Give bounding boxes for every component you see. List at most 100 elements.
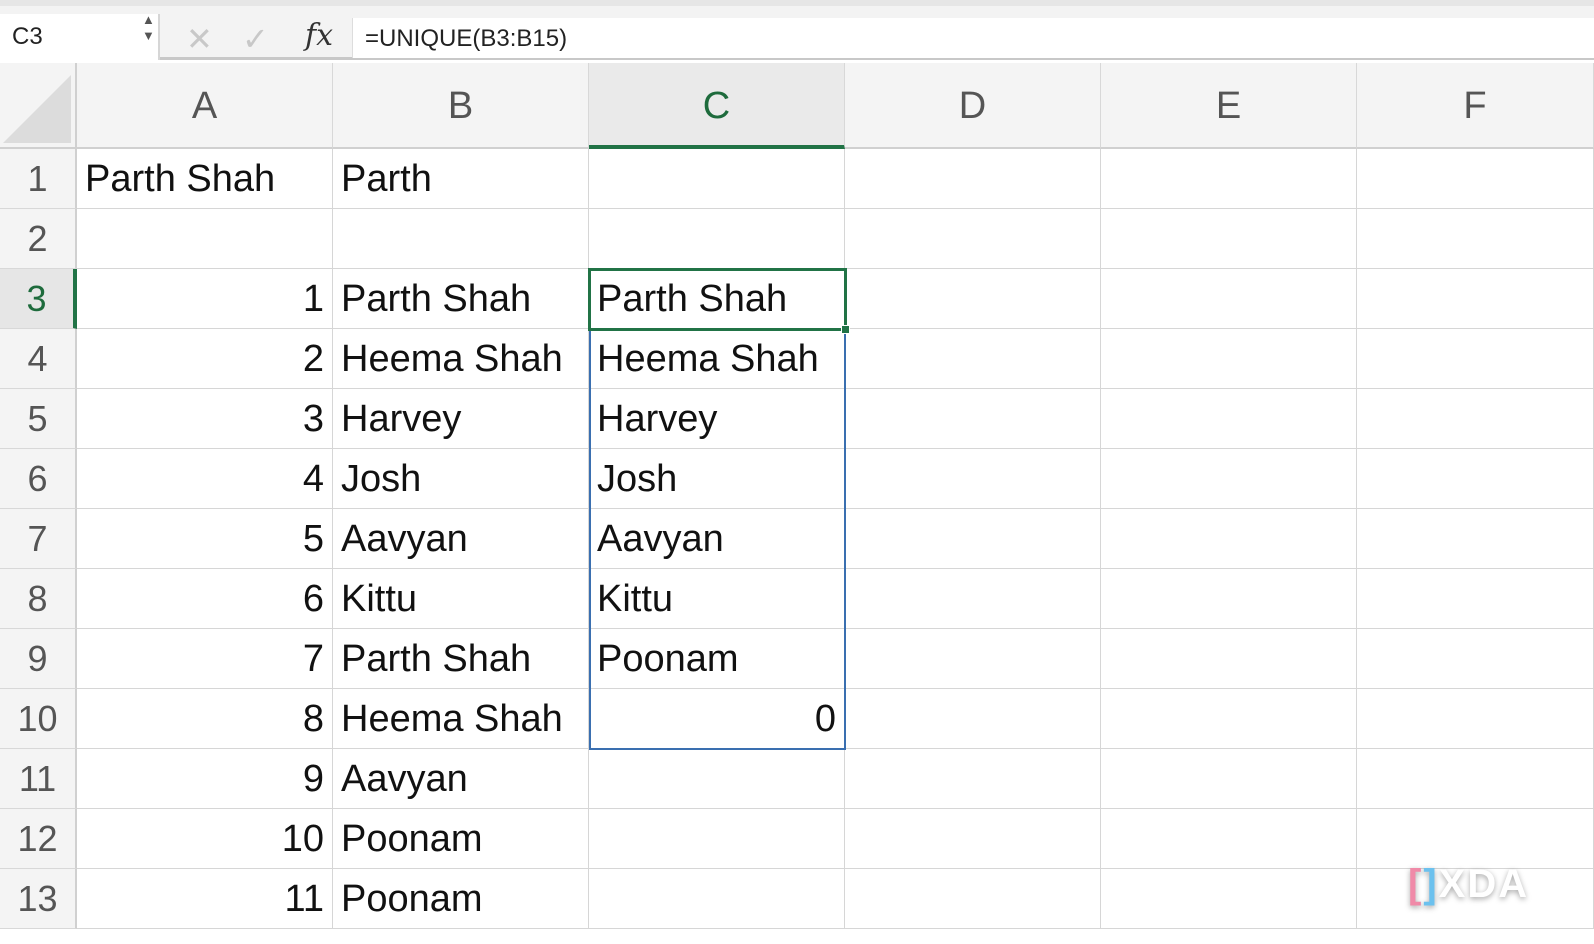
cell-A7[interactable]: 5	[77, 509, 333, 569]
cell-B2[interactable]	[333, 209, 589, 269]
cell-C8[interactable]: Kittu	[589, 569, 845, 629]
cell-D12[interactable]	[845, 809, 1101, 869]
column-header-E[interactable]: E	[1101, 63, 1357, 149]
cell-F3[interactable]	[1357, 269, 1594, 329]
cell-C12[interactable]	[589, 809, 845, 869]
cell-D6[interactable]	[845, 449, 1101, 509]
cell-D2[interactable]	[845, 209, 1101, 269]
cell-A4[interactable]: 2	[77, 329, 333, 389]
formula-input[interactable]: =UNIQUE(B3:B15)	[352, 18, 1594, 58]
cell-A2[interactable]	[77, 209, 333, 269]
cell-F7[interactable]	[1357, 509, 1594, 569]
cell-B1[interactable]: Parth	[333, 149, 589, 209]
fill-handle[interactable]	[841, 325, 850, 334]
cell-B10[interactable]: Heema Shah	[333, 689, 589, 749]
row-header-8[interactable]: 8	[0, 569, 77, 629]
cell-F1[interactable]	[1357, 149, 1594, 209]
row-header-13[interactable]: 13	[0, 869, 77, 929]
cell-E10[interactable]	[1101, 689, 1357, 749]
column-header-F[interactable]: F	[1357, 63, 1594, 149]
name-box[interactable]: C3	[0, 14, 160, 60]
cell-A10[interactable]: 8	[77, 689, 333, 749]
row-header-1[interactable]: 1	[0, 149, 77, 209]
column-header-B[interactable]: B	[333, 63, 589, 149]
cell-D11[interactable]	[845, 749, 1101, 809]
cell-A13[interactable]: 11	[77, 869, 333, 929]
cell-B12[interactable]: Poonam	[333, 809, 589, 869]
cell-D7[interactable]	[845, 509, 1101, 569]
enter-icon[interactable]: ✓	[242, 21, 269, 57]
row-header-12[interactable]: 12	[0, 809, 77, 869]
cell-F10[interactable]	[1357, 689, 1594, 749]
cancel-icon[interactable]: ✕	[186, 21, 213, 57]
cell-E11[interactable]	[1101, 749, 1357, 809]
row-header-2[interactable]: 2	[0, 209, 77, 269]
cell-C3[interactable]: Parth Shah	[589, 269, 845, 329]
column-header-A[interactable]: A	[77, 63, 333, 149]
cell-E13[interactable]	[1101, 869, 1357, 929]
row-header-10[interactable]: 10	[0, 689, 77, 749]
cell-B5[interactable]: Harvey	[333, 389, 589, 449]
cell-E1[interactable]	[1101, 149, 1357, 209]
row-header-4[interactable]: 4	[0, 329, 77, 389]
cell-E3[interactable]	[1101, 269, 1357, 329]
cell-E8[interactable]	[1101, 569, 1357, 629]
cell-F6[interactable]	[1357, 449, 1594, 509]
cell-C13[interactable]	[589, 869, 845, 929]
cell-C1[interactable]	[589, 149, 845, 209]
cell-E12[interactable]	[1101, 809, 1357, 869]
cell-A12[interactable]: 10	[77, 809, 333, 869]
cell-A9[interactable]: 7	[77, 629, 333, 689]
cell-F4[interactable]	[1357, 329, 1594, 389]
cell-C5[interactable]: Harvey	[589, 389, 845, 449]
row-header-5[interactable]: 5	[0, 389, 77, 449]
cell-A1[interactable]: Parth Shah	[77, 149, 333, 209]
cell-A5[interactable]: 3	[77, 389, 333, 449]
cell-B13[interactable]: Poonam	[333, 869, 589, 929]
column-header-C[interactable]: C	[589, 63, 845, 149]
cell-D10[interactable]	[845, 689, 1101, 749]
cell-B4[interactable]: Heema Shah	[333, 329, 589, 389]
cell-E9[interactable]	[1101, 629, 1357, 689]
cell-B9[interactable]: Parth Shah	[333, 629, 589, 689]
cell-A6[interactable]: 4	[77, 449, 333, 509]
cell-D4[interactable]	[845, 329, 1101, 389]
cell-F12[interactable]	[1357, 809, 1594, 869]
cell-C2[interactable]	[589, 209, 845, 269]
cell-E5[interactable]	[1101, 389, 1357, 449]
cell-B8[interactable]: Kittu	[333, 569, 589, 629]
cell-E4[interactable]	[1101, 329, 1357, 389]
cell-F11[interactable]	[1357, 749, 1594, 809]
cell-F2[interactable]	[1357, 209, 1594, 269]
cell-A8[interactable]: 6	[77, 569, 333, 629]
cell-C11[interactable]	[589, 749, 845, 809]
cell-F8[interactable]	[1357, 569, 1594, 629]
select-all-corner[interactable]	[0, 63, 77, 149]
cell-A11[interactable]: 9	[77, 749, 333, 809]
cell-B6[interactable]: Josh	[333, 449, 589, 509]
row-header-7[interactable]: 7	[0, 509, 77, 569]
name-box-dropdown-icon[interactable]: ▲ ▼	[142, 12, 155, 43]
cell-D3[interactable]	[845, 269, 1101, 329]
cell-E6[interactable]	[1101, 449, 1357, 509]
row-header-3[interactable]: 3	[0, 269, 77, 329]
cell-D5[interactable]	[845, 389, 1101, 449]
cell-C6[interactable]: Josh	[589, 449, 845, 509]
cell-C7[interactable]: Aavyan	[589, 509, 845, 569]
row-header-11[interactable]: 11	[0, 749, 77, 809]
cell-F5[interactable]	[1357, 389, 1594, 449]
row-header-6[interactable]: 6	[0, 449, 77, 509]
cell-C4[interactable]: Heema Shah	[589, 329, 845, 389]
cell-B7[interactable]: Aavyan	[333, 509, 589, 569]
cell-F9[interactable]	[1357, 629, 1594, 689]
cell-D13[interactable]	[845, 869, 1101, 929]
cell-D1[interactable]	[845, 149, 1101, 209]
column-header-D[interactable]: D	[845, 63, 1101, 149]
cell-B3[interactable]: Parth Shah	[333, 269, 589, 329]
cell-D8[interactable]	[845, 569, 1101, 629]
cell-B11[interactable]: Aavyan	[333, 749, 589, 809]
row-header-9[interactable]: 9	[0, 629, 77, 689]
cell-D9[interactable]	[845, 629, 1101, 689]
insert-function-icon[interactable]: fx	[305, 18, 334, 53]
cell-C9[interactable]: Poonam	[589, 629, 845, 689]
